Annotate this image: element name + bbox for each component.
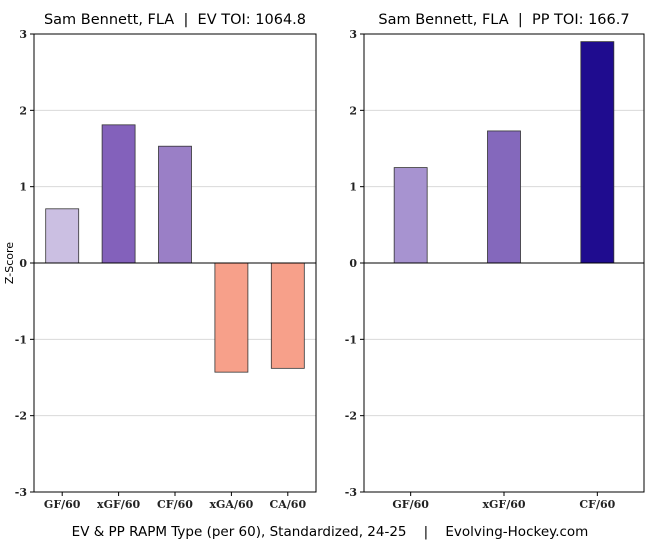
panel-ev-y-ticks: -3 -2 -1 0 1 2 3: [15, 28, 34, 499]
x-tick-label: xGF/60: [97, 498, 140, 511]
x-tick-label: GF/60: [392, 498, 429, 511]
y-tick-label: -2: [15, 410, 27, 423]
y-tick-label: -3: [15, 486, 27, 499]
bar-cf-per-60: [158, 145, 192, 264]
y-tick-label: -1: [345, 333, 357, 346]
x-tick-label: CA/60: [269, 498, 306, 511]
x-tick-label: GF/60: [44, 498, 81, 511]
panel-ev-frame: [33, 33, 317, 493]
x-tick-label: CF/60: [579, 498, 615, 511]
bar-cf-per-60: [580, 41, 615, 264]
panel-ev-title: Sam Bennett, FLA | EV TOI: 1064.8: [44, 12, 306, 28]
y-tick-label: 3: [19, 28, 27, 41]
bar-gf-per-60: [393, 167, 428, 264]
y-tick-label: -1: [15, 333, 27, 346]
panel-ev-x-ticks: GF/60 xGF/60 CF/60 xGA/60 CA/60: [44, 492, 306, 511]
bar-gf-per-60: [45, 208, 80, 264]
panel-pp-y-ticks: -3 -2 -1 0 1 2 3: [345, 28, 364, 499]
x-tick-label: xGF/60: [482, 498, 525, 511]
panel-ev: Sam Bennett, FLA | EV TOI: 1064.8 -3 -2 -1…: [15, 12, 317, 511]
bar-ca-per-60: [270, 262, 305, 369]
y-tick-label: 2: [349, 104, 357, 117]
y-tick-label: 1: [349, 181, 357, 194]
panel-pp-title: Sam Bennett, FLA | PP TOI: 166.7: [378, 12, 629, 28]
y-tick-label: 0: [349, 257, 357, 270]
y-tick-label: 3: [349, 28, 357, 41]
bar-xgf-per-60: [101, 124, 136, 264]
panel-ev-bars: [45, 124, 305, 373]
bar-xgf-per-60: [487, 130, 521, 264]
x-tick-label: xGA/60: [209, 498, 253, 511]
bar-xga-per-60: [214, 262, 249, 373]
y-tick-label: -2: [345, 410, 357, 423]
y-tick-label: 1: [19, 181, 27, 194]
panel-pp-bars: [393, 41, 615, 264]
panel-pp: Sam Bennett, FLA | PP TOI: 166.7 -3 -2 -1 0…: [345, 12, 645, 511]
y-tick-label: 2: [19, 104, 27, 117]
y-axis-label: Z-Score: [3, 242, 16, 284]
y-tick-label: 0: [19, 257, 27, 270]
y-tick-label: -3: [345, 486, 357, 499]
panel-pp-frame: [363, 33, 645, 493]
panel-pp-x-ticks: GF/60 xGF/60 CF/60: [392, 492, 616, 511]
footer-caption: EV & PP RAPM Type (per 60), Standardized…: [72, 524, 589, 540]
x-tick-label: CF/60: [157, 498, 193, 511]
